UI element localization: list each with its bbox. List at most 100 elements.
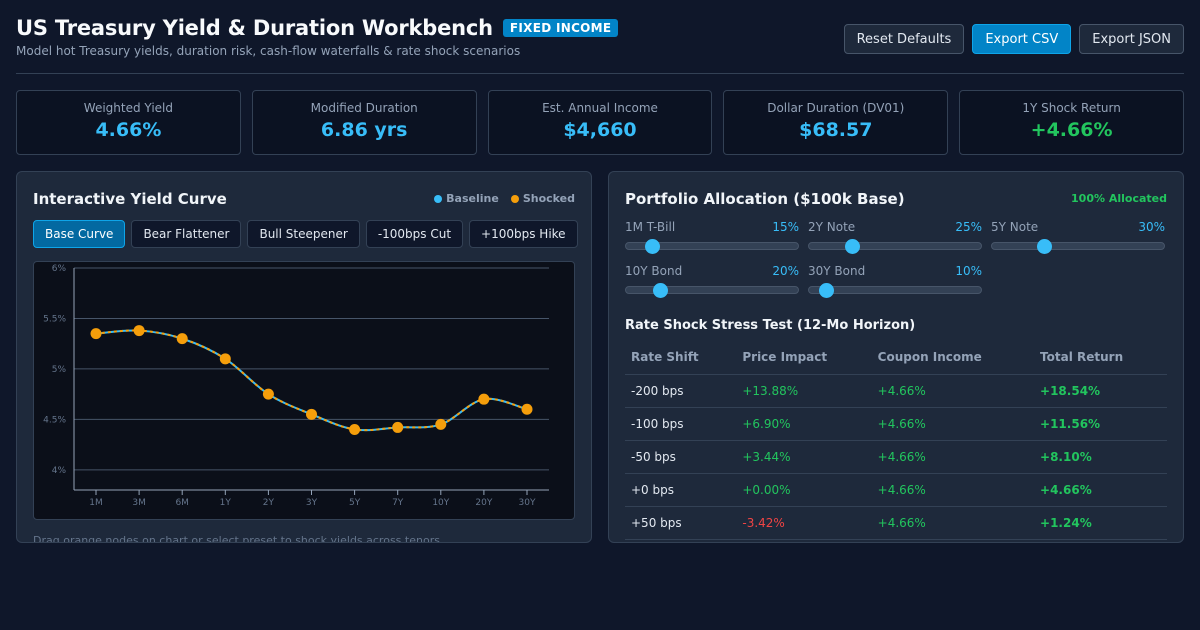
slider-5y-note: 5Y Note 30% [991,220,1165,254]
table-row: -200 bps +13.88% +4.66% +18.54% [625,374,1167,408]
shocked-node[interactable] [306,408,317,420]
allocation-panel: Portfolio Allocation ($100k Base) 100% A… [608,171,1184,543]
shocked-node[interactable] [392,421,404,433]
x-tick-label: 5Y [349,498,361,508]
table-row: -100 bps +6.90% +4.66% +11.56% [625,407,1167,441]
stress-test-title: Rate Shock Stress Test (12-Mo Horizon) [625,318,916,333]
kpi-label: 1Y Shock Return [1022,101,1121,115]
stress-test-table: Rate Shift Price Impact Coupon Income To… [625,340,1167,540]
yield-chart[interactable]: 4% 4.5% 5% 5.5% 6% 1M 3M 6M 1Y 2Y 3Y 5Y 7Y 10Y 20Y 30Y [33,261,575,520]
kpi-modified-duration: Modified Duration 6.86 yrs [251,90,477,155]
fixed-income-badge: FIXED INCOME [502,19,619,37]
rate-shift-cell: +50 bps [625,506,737,540]
total-return-cell: +1.24% [1034,506,1167,540]
kpi-label: Modified Duration [310,101,418,115]
x-tick-label: 3M [132,498,146,508]
header-actions: Reset Defaults Export CSV Export JSON [843,24,1184,54]
price-impact-cell: +6.90% [736,407,872,441]
x-tick-label: 1Y [220,498,232,508]
column-header: Coupon Income [871,340,1035,375]
slider-thumb[interactable] [845,238,860,254]
table-row: +50 bps -3.42% +4.66% +1.24% [625,506,1167,540]
rate-shift-cell: -50 bps [625,440,737,474]
rate-shift-cell: -200 bps [625,374,737,408]
shocked-node[interactable] [521,403,533,415]
preset-bull-steepener[interactable]: Bull Steepener [247,220,360,248]
shocked-node[interactable] [349,423,361,435]
rate-shift-cell: +0 bps [625,473,737,507]
slider-thumb[interactable] [819,282,835,298]
shocked-node[interactable] [478,393,490,405]
price-impact-cell: +0.00% [736,473,872,507]
x-tick-label: 3Y [306,498,318,508]
kpi-value: 4.66% [95,119,162,141]
price-impact-cell: +13.88% [736,374,872,408]
slider-1m-tbill: 1M T-Bill 15% [625,220,799,254]
y-tick-label: 6% [52,264,67,274]
slider-thumb[interactable] [1036,238,1052,254]
kpi-shock-return: 1Y Shock Return +4.66% [959,90,1184,155]
export-csv-button[interactable]: Export CSV [972,24,1072,54]
x-tick-label: 1M [89,498,103,508]
shocked-node[interactable] [176,333,188,345]
total-return-cell: +8.10% [1034,440,1167,474]
slider-track[interactable] [625,238,799,254]
reset-defaults-button[interactable]: Reset Defaults [843,24,965,54]
price-impact-cell: +3.44% [736,440,872,474]
x-tick-label: 7Y [392,498,404,508]
legend-label: Baseline [446,192,499,205]
kpi-value: 6.86 yrs [320,119,408,141]
coupon-income-cell: +4.66% [871,407,1035,441]
slider-track[interactable] [625,282,799,298]
shocked-node[interactable] [133,325,145,337]
x-tick-label: 2Y [263,498,275,508]
kpi-value: +4.66% [1030,119,1113,141]
table-header-row: Rate Shift Price Impact Coupon Income To… [625,340,1167,375]
shocked-node[interactable] [262,388,274,400]
slider-percent: 20% [772,264,799,278]
legend-label: Shocked [522,192,575,205]
slider-30y-bond: 30Y Bond 10% [808,264,982,298]
column-header: Price Impact [736,340,872,375]
slider-10y-bond: 10Y Bond 20% [625,264,799,298]
coupon-income-cell: +4.66% [871,473,1035,507]
app-subtitle: Model hot Treasury yields, duration risk… [16,44,521,58]
slider-label: 10Y Bond [625,264,683,278]
chart-legend: Baseline Shocked [434,192,575,205]
slider-percent: 30% [1138,220,1165,234]
kpi-value: $68.57 [799,119,873,141]
total-return-cell: +4.66% [1034,473,1167,507]
x-tick-label: 20Y [475,498,492,508]
shocked-node[interactable] [90,328,102,340]
y-tick-label: 5% [52,365,67,375]
slider-track[interactable] [808,282,982,298]
x-tick-label: 6M [175,498,189,508]
allocation-sliders: 1M T-Bill 15% 2Y Note 25% 5Y Note 30% 10Y B… [625,220,1167,298]
preset-bear-flattener[interactable]: Bear Flattener [131,220,242,248]
export-json-button[interactable]: Export JSON [1079,24,1184,54]
shocked-node[interactable] [219,353,231,365]
slider-label: 30Y Bond [808,264,866,278]
yield-curve-panel: Interactive Yield Curve Baseline Shocked… [16,171,592,543]
table-row: +0 bps +0.00% +4.66% +4.66% [625,473,1167,507]
shocked-node[interactable] [435,418,447,430]
slider-label: 2Y Note [808,220,856,234]
slider-percent: 25% [955,220,982,234]
slider-track[interactable] [991,238,1165,254]
y-tick-label: 4.5% [43,415,66,425]
total-return-cell: +11.56% [1034,407,1167,441]
yield-curve-title: Interactive Yield Curve [33,190,227,208]
slider-track[interactable] [808,238,982,254]
preset-100bps-hike[interactable]: +100bps Hike [469,220,578,248]
shocked-series-line [95,329,528,432]
app-header: US Treasury Yield & Duration Workbench F… [16,16,1184,74]
slider-thumb[interactable] [644,238,660,254]
price-impact-cell: -3.42% [736,506,872,540]
kpi-weighted-yield: Weighted Yield 4.66% [16,90,241,155]
total-return-cell: +18.54% [1034,374,1167,408]
slider-thumb[interactable] [653,282,669,298]
coupon-income-cell: +4.66% [871,440,1035,474]
preset-100bps-cut[interactable]: -100bps Cut [365,220,464,248]
yield-chart-svg[interactable]: 4% 4.5% 5% 5.5% 6% 1M 3M 6M 1Y 2Y 3Y 5Y 7Y 10Y 20Y 30Y [34,262,574,519]
preset-base-curve[interactable]: Base Curve [33,220,126,248]
